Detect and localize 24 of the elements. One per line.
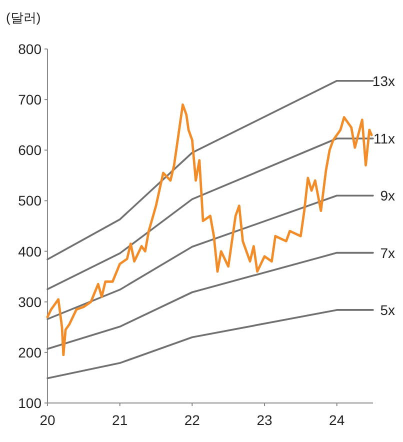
series-label: 9x: [380, 188, 395, 204]
y-tick-label: 800: [18, 41, 42, 57]
x-tick-label: 20: [40, 412, 56, 428]
y-tick-label: 100: [18, 395, 42, 411]
y-tick-label: 300: [18, 294, 42, 310]
x-tick-label: 21: [112, 412, 128, 428]
series-label: 7x: [380, 244, 395, 261]
x-tick-label: 22: [184, 412, 200, 428]
series-label: 11x: [373, 130, 395, 147]
y-tick-label: 200: [18, 344, 42, 360]
line-series: [46, 194, 374, 320]
line-series: [46, 138, 374, 290]
series-label: 5x: [380, 302, 395, 318]
y-axis-title: (달러): [6, 10, 41, 25]
y-tick-label: 400: [18, 243, 42, 260]
x-tick-label: 24: [329, 412, 345, 428]
y-tick-label: 700: [18, 92, 42, 108]
line-series: [46, 309, 374, 380]
series-label: 13x: [372, 72, 395, 89]
y-tick-label: 600: [18, 142, 42, 158]
line-series: [46, 80, 374, 260]
y-tick-label: 500: [18, 192, 42, 209]
line-series: [46, 252, 374, 350]
x-tick-label: 23: [256, 412, 272, 428]
